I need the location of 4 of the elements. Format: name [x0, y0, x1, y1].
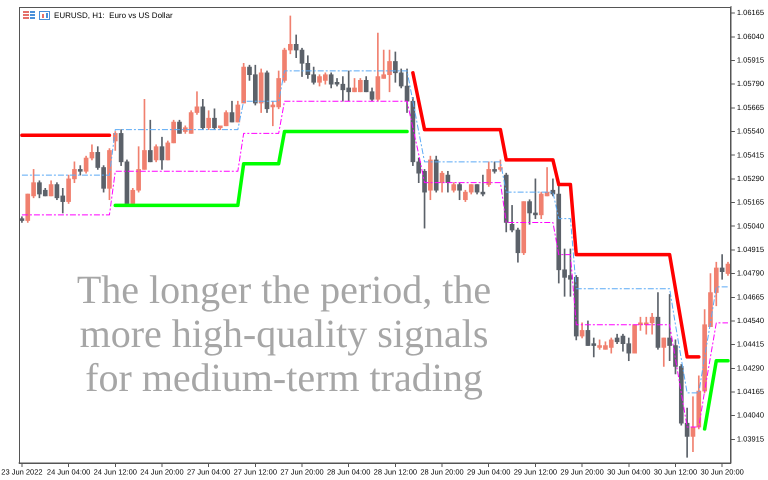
annotation: The longer the period, the more high-quality signals for medium-term trading — [76, 267, 492, 400]
text: EURUSD, H1: Euro vs US Dollar — [54, 10, 173, 20]
candlestick — [690, 396, 696, 452]
candlestick — [492, 161, 497, 174]
